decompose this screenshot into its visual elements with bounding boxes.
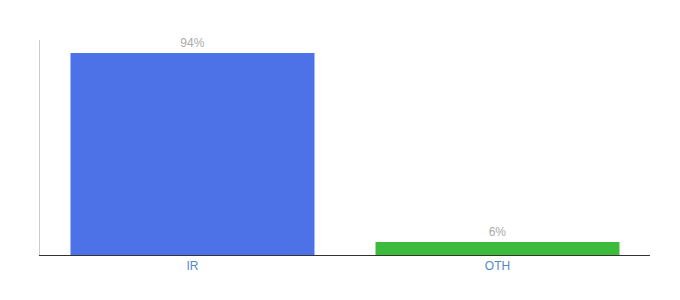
svg-text:6%: 6% <box>489 225 507 239</box>
svg-text:94%: 94% <box>180 36 204 50</box>
svg-text:OTH: OTH <box>485 259 510 273</box>
svg-text:IR: IR <box>187 259 199 273</box>
